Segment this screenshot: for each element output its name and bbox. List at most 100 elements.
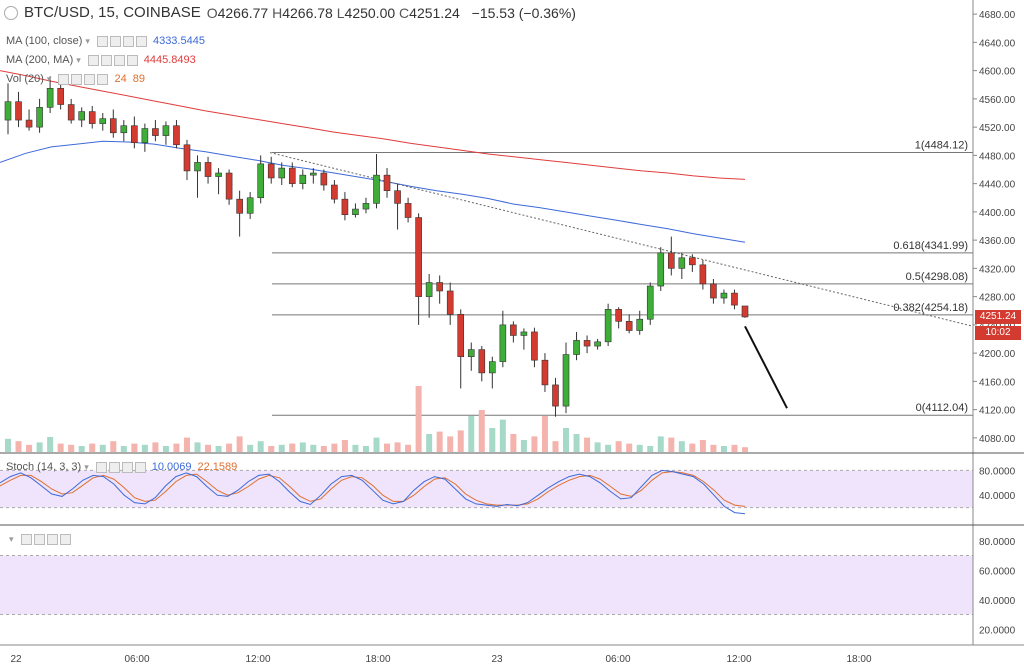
stoch-legend[interactable]: Stoch (14, 3, 3) ▾ 10.0069 22.1589 (6, 461, 237, 473)
settings-icon[interactable] (108, 461, 120, 473)
candle-body (15, 101, 22, 121)
time-tick-label: 22 (10, 654, 22, 665)
volume-bar (341, 440, 348, 452)
candle-body (257, 163, 264, 199)
more-icon[interactable] (126, 54, 138, 66)
candle-body (352, 208, 359, 216)
candle-body (604, 309, 612, 343)
volume-bar (573, 434, 580, 452)
candle-body (552, 384, 559, 407)
volume-bar (15, 441, 22, 452)
visibility-icon[interactable] (96, 35, 108, 47)
settings-icon[interactable] (71, 73, 83, 85)
volume-bar (120, 446, 127, 452)
delete-icon[interactable] (122, 35, 134, 47)
delete-icon[interactable] (84, 73, 96, 85)
volume-bar (605, 444, 612, 452)
volume-bar (678, 441, 685, 452)
ma200-line (0, 70, 746, 180)
candle-body (215, 172, 222, 177)
chevron-down-icon[interactable]: ▾ (9, 534, 14, 544)
open-value: 4266.77 (217, 4, 269, 21)
visibility-icon[interactable] (58, 73, 70, 85)
volume-bar (36, 442, 43, 452)
time-tick-label: 06:00 (605, 654, 630, 665)
candle-body (310, 172, 317, 176)
chevron-down-icon[interactable]: ▾ (84, 461, 89, 472)
candle-body (341, 198, 349, 216)
volume-bar (552, 441, 559, 452)
more-icon[interactable] (135, 35, 147, 47)
price-tick-label: 4200.00 (979, 349, 1016, 360)
ma200-value: 4445.8493 (143, 54, 196, 66)
candle-body (531, 331, 538, 361)
settings-icon[interactable] (109, 35, 121, 47)
volume-bar (257, 441, 264, 452)
delete-icon[interactable] (121, 461, 133, 473)
delete-icon[interactable] (113, 54, 125, 66)
ma100-legend[interactable]: MA (100, close) ▾ 4333.5445 (6, 35, 205, 47)
candle-body (152, 128, 159, 136)
volume-bar (205, 444, 212, 452)
fib-level-label: 1(4484.12) (915, 139, 968, 151)
price-tick-label: 4160.00 (979, 377, 1016, 388)
current-price-tag: 4251.24 (975, 310, 1021, 324)
candle-body (362, 203, 370, 210)
volume-bar (89, 443, 96, 452)
volume-bar (657, 436, 664, 452)
rsi-tick-label: 20.0000 (979, 625, 1016, 636)
candle-body (710, 283, 717, 299)
candle-body (46, 87, 54, 108)
price-tick-label: 4120.00 (979, 406, 1016, 417)
candle-body (404, 203, 412, 218)
settings-icon[interactable] (100, 54, 112, 66)
visibility-icon[interactable] (87, 54, 99, 66)
volume-bar (331, 443, 338, 452)
volume-bar (173, 443, 180, 452)
chevron-down-icon[interactable]: ▾ (76, 54, 81, 65)
candle-body (173, 125, 180, 146)
ohlc-readout: O4266.77 H4266.78 L4250.00 C4251.24 −15.… (206, 4, 576, 21)
ma100-line (0, 140, 746, 243)
candle-body (204, 162, 212, 177)
candle-body (394, 190, 401, 204)
candle-body (88, 111, 96, 124)
visibility-icon[interactable] (20, 534, 32, 545)
candle-body (510, 324, 517, 336)
symbol-label[interactable]: BTC/USD, 15, COINBASE (24, 4, 201, 21)
volume-bar (563, 428, 570, 452)
rsi-legend[interactable]: ▾ (6, 534, 77, 545)
volume-legend[interactable]: Vol (20) ▾ 24 89 (6, 73, 145, 85)
candle-body (562, 354, 570, 407)
candle-body (225, 172, 233, 200)
chevron-down-icon[interactable]: ▾ (46, 73, 52, 84)
settings-icon[interactable] (33, 534, 45, 545)
volume-bar (384, 443, 391, 452)
candle-body (625, 321, 633, 331)
volume-bar (362, 446, 369, 452)
volume-bar (594, 442, 601, 452)
chevron-down-icon[interactable]: ▾ (85, 35, 90, 46)
delete-icon[interactable] (46, 534, 58, 545)
volume-bar (499, 419, 506, 452)
candle-body (689, 257, 696, 266)
ma200-legend[interactable]: MA (200, MA) ▾ 4445.8493 (6, 54, 196, 66)
more-icon[interactable] (97, 73, 109, 85)
visibility-icon[interactable] (95, 461, 107, 473)
stoch-pane: 80.0000 40.0000 (0, 466, 1016, 515)
candle-body (78, 111, 85, 121)
volume-bar (110, 441, 117, 452)
price-tick-label: 4560.00 (979, 95, 1016, 106)
more-icon[interactable] (59, 534, 71, 545)
rsi-pane: 80.0000 60.0000 40.0000 20.0000 (0, 537, 1016, 636)
more-icon[interactable] (134, 461, 146, 473)
volume-bar (47, 437, 54, 452)
candle-body (478, 349, 486, 374)
rsi-band (0, 555, 973, 615)
candle-body (436, 282, 443, 292)
fibonacci-retracement[interactable]: 1(4484.12) 0.618(4341.99) 0.5(4298.08) 0.38… (272, 139, 973, 416)
close-value: 4251.24 (409, 4, 460, 21)
volume-bar (194, 442, 201, 452)
